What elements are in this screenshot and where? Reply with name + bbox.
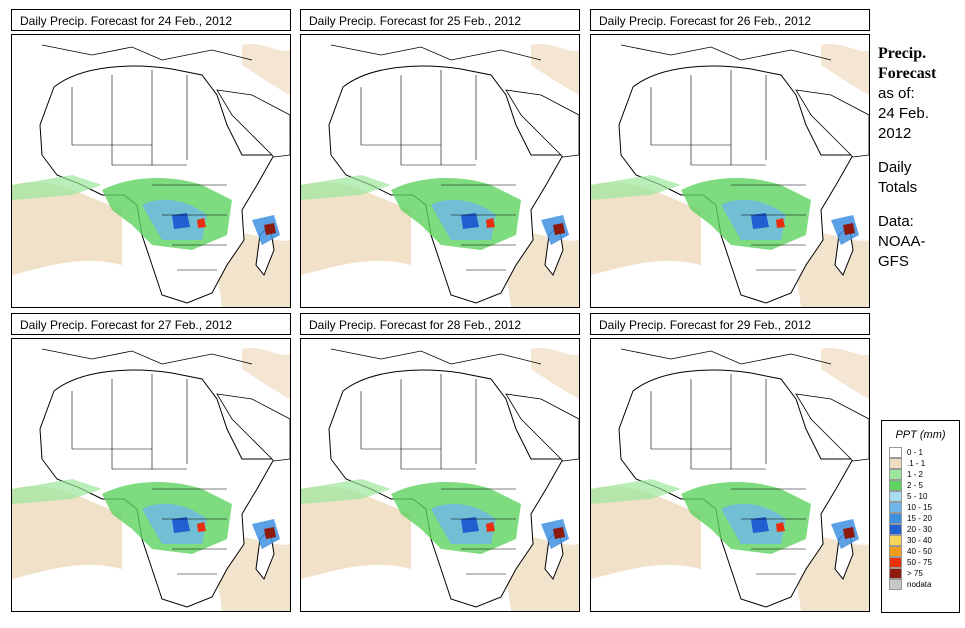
map-panel-29-feb: Daily Precip. Forecast for 29 Feb., 2012 — [590, 313, 870, 612]
map-panel-24-feb: Daily Precip. Forecast for 24 Feb., 2012 — [11, 9, 291, 308]
legend-swatch — [889, 568, 902, 579]
legend-label: 40 - 50 — [907, 547, 932, 556]
legend-item: > 75 — [889, 568, 959, 579]
legend-item: 30 - 40 — [889, 535, 959, 546]
legend-item: 40 - 50 — [889, 546, 959, 557]
legend-label: 0 - 1 — [907, 448, 924, 457]
as-of-line1: as of: — [878, 85, 915, 102]
as-of-line3: 2012 — [878, 125, 912, 142]
sidebar-heading-line2: Forecast — [878, 65, 937, 82]
panel-title: Daily Precip. Forecast for 26 Feb., 2012 — [590, 9, 870, 31]
map-panel-27-feb: Daily Precip. Forecast for 27 Feb., 2012 — [11, 313, 291, 612]
legend-label: 1 - 2 — [907, 470, 924, 479]
legend-swatch — [889, 535, 902, 546]
precip-map — [590, 34, 870, 308]
daily-line2: Totals — [878, 179, 918, 196]
panel-title: Daily Precip. Forecast for 25 Feb., 2012 — [300, 9, 580, 31]
panel-title: Daily Precip. Forecast for 28 Feb., 2012 — [300, 313, 580, 335]
legend-label: 2 - 5 — [907, 481, 924, 490]
panel-title: Daily Precip. Forecast for 29 Feb., 2012 — [590, 313, 870, 335]
legend-swatch — [889, 447, 902, 458]
legend-label: nodata — [907, 580, 932, 589]
legend-item: 50 - 75 — [889, 557, 959, 568]
precip-map — [11, 338, 291, 612]
legend-swatch — [889, 469, 902, 480]
map-panel-26-feb: Daily Precip. Forecast for 26 Feb., 2012 — [590, 9, 870, 308]
panel-title: Daily Precip. Forecast for 24 Feb., 2012 — [11, 9, 291, 31]
daily-line1: Daily — [878, 159, 912, 176]
data-source-line3: GFS — [878, 253, 909, 270]
legend-label: 20 - 30 — [907, 525, 932, 534]
precip-map — [300, 34, 580, 308]
legend-swatch — [889, 480, 902, 491]
sidebar-info: Precip. Forecast as of: 24 Feb. 2012 Dai… — [878, 44, 962, 272]
africa-precip-map — [591, 347, 869, 611]
legend-item: 2 - 5 — [889, 480, 959, 491]
legend-item: 0 - 1 — [889, 447, 959, 458]
legend-label: > 75 — [907, 569, 923, 578]
legend-item: 15 - 20 — [889, 513, 959, 524]
legend-label: 30 - 40 — [907, 536, 932, 545]
legend-item: 20 - 30 — [889, 524, 959, 535]
precip-map — [300, 338, 580, 612]
legend-item: 1 - 2 — [889, 469, 959, 480]
data-source-line2: NOAA- — [878, 233, 926, 250]
legend-swatch — [889, 513, 902, 524]
precip-map — [11, 34, 291, 308]
legend-swatch — [889, 579, 902, 590]
map-panel-28-feb: Daily Precip. Forecast for 28 Feb., 2012 — [300, 313, 580, 612]
precip-legend: PPT (mm) 0 - 1 .1 - 1 1 - 2 2 - 5 5 - 10 10 -… — [881, 420, 960, 613]
legend-swatch — [889, 557, 902, 568]
map-panel-25-feb: Daily Precip. Forecast for 25 Feb., 2012 — [300, 9, 580, 308]
legend-swatch — [889, 524, 902, 535]
legend-label: 5 - 10 — [907, 492, 928, 501]
data-source-line1: Data: — [878, 213, 914, 230]
panel-title: Daily Precip. Forecast for 27 Feb., 2012 — [11, 313, 291, 335]
legend-label: 15 - 20 — [907, 514, 932, 523]
legend-item: nodata — [889, 579, 959, 590]
legend-label: 10 - 15 — [907, 503, 932, 512]
legend-item: 10 - 15 — [889, 502, 959, 513]
legend-item: .1 - 1 — [889, 458, 959, 469]
legend-label: .1 - 1 — [907, 459, 926, 468]
legend-swatch — [889, 458, 902, 469]
legend-swatch — [889, 491, 902, 502]
as-of-line2: 24 Feb. — [878, 105, 929, 122]
legend-label: 50 - 75 — [907, 558, 932, 567]
africa-precip-map — [301, 347, 579, 611]
africa-precip-map — [301, 43, 579, 307]
africa-precip-map — [12, 43, 290, 307]
precip-map — [590, 338, 870, 612]
legend-item: 5 - 10 — [889, 491, 959, 502]
sidebar-heading-line1: Precip. — [878, 45, 927, 62]
legend-swatch — [889, 502, 902, 513]
legend-rows: 0 - 1 .1 - 1 1 - 2 2 - 5 5 - 10 10 - 15 15 - 2… — [882, 447, 959, 590]
legend-swatch — [889, 546, 902, 557]
legend-title: PPT (mm) — [895, 429, 946, 441]
africa-precip-map — [12, 347, 290, 611]
africa-precip-map — [591, 43, 869, 307]
